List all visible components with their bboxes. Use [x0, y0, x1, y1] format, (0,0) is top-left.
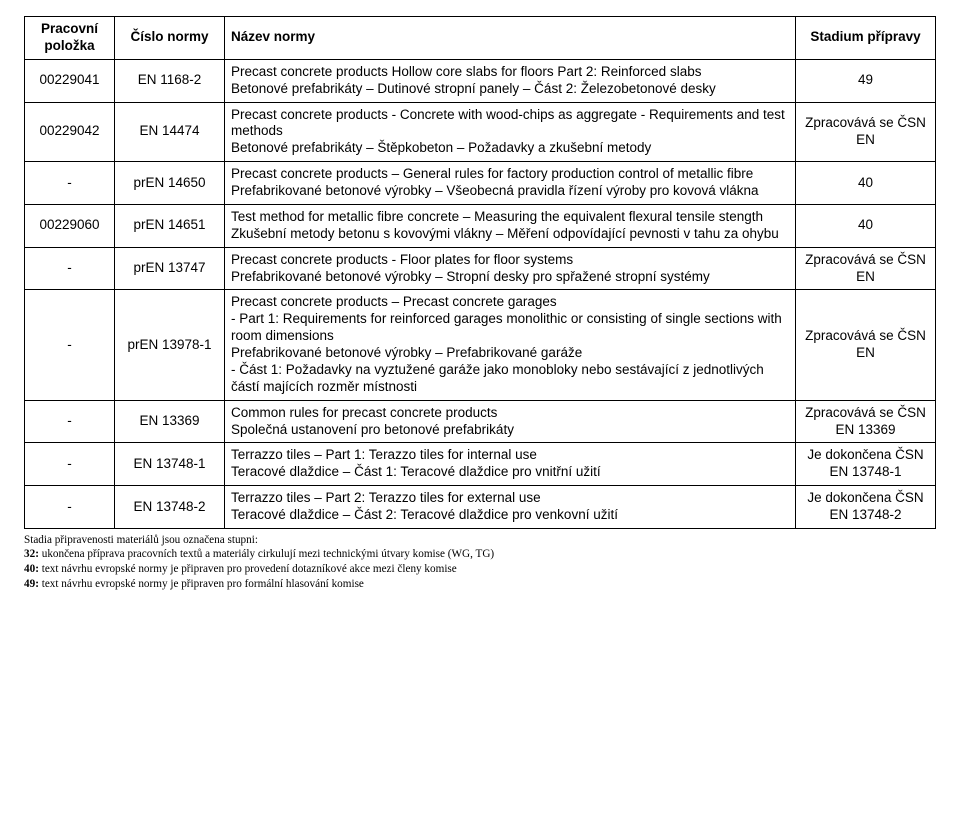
table-row: -prEN 14650Precast concrete products – G… [25, 162, 936, 205]
cell-work: 00229042 [25, 102, 115, 162]
cell-stage: 40 [796, 162, 936, 205]
cell-std: EN 13369 [115, 400, 225, 443]
footnote-lead: Stadia připravenosti materiálů jsou ozna… [24, 533, 936, 548]
cell-stage: Zpracovává se ČSN EN [796, 102, 936, 162]
cell-work: - [25, 290, 115, 400]
footnote-line-num: 32: [24, 548, 39, 560]
cell-work: - [25, 486, 115, 529]
cell-stage: 40 [796, 204, 936, 247]
footnote-line-text: text návrhu evropské normy je připraven … [39, 563, 457, 575]
col-header-work: Pracovní položka [25, 17, 115, 60]
cell-stage: Zpracovává se ČSN EN [796, 247, 936, 290]
cell-std: EN 13748-2 [115, 486, 225, 529]
cell-name: Terrazzo tiles – Part 2: Terazzo tiles f… [225, 486, 796, 529]
footnote-line-num: 40: [24, 563, 39, 575]
cell-name: Precast concrete products Hollow core sl… [225, 59, 796, 102]
cell-std: prEN 14651 [115, 204, 225, 247]
table-row: 00229042EN 14474Precast concrete product… [25, 102, 936, 162]
footnote-line: 49: text návrhu evropské normy je připra… [24, 577, 936, 592]
cell-name: Test method for metallic fibre concrete … [225, 204, 796, 247]
cell-std: EN 1168-2 [115, 59, 225, 102]
cell-std: EN 13748-1 [115, 443, 225, 486]
footnote-line-text: ukončena příprava pracovních textů a mat… [39, 548, 494, 560]
cell-std: prEN 13978-1 [115, 290, 225, 400]
col-header-stage: Stadium přípravy [796, 17, 936, 60]
cell-stage: 49 [796, 59, 936, 102]
cell-stage: Zpracovává se ČSN EN [796, 290, 936, 400]
cell-stage: Je dokončena ČSN EN 13748-2 [796, 486, 936, 529]
footnote-line: 40: text návrhu evropské normy je připra… [24, 562, 936, 577]
cell-name: Common rules for precast concrete produc… [225, 400, 796, 443]
cell-stage: Zpracovává se ČSN EN 13369 [796, 400, 936, 443]
table-row: -EN 13748-2Terrazzo tiles – Part 2: Tera… [25, 486, 936, 529]
col-header-std: Číslo normy [115, 17, 225, 60]
table-row: 00229060prEN 14651Test method for metall… [25, 204, 936, 247]
cell-std: EN 14474 [115, 102, 225, 162]
table-row: -prEN 13978-1Precast concrete products –… [25, 290, 936, 400]
cell-name: Precast concrete products - Concrete wit… [225, 102, 796, 162]
cell-work: - [25, 400, 115, 443]
footnote-line: 32: ukončena příprava pracovních textů a… [24, 547, 936, 562]
cell-work: - [25, 247, 115, 290]
table-row: 00229041EN 1168-2Precast concrete produc… [25, 59, 936, 102]
cell-name: Precast concrete products - Floor plates… [225, 247, 796, 290]
cell-work: 00229041 [25, 59, 115, 102]
cell-work: - [25, 162, 115, 205]
cell-work: 00229060 [25, 204, 115, 247]
cell-name: Terrazzo tiles – Part 1: Terazzo tiles f… [225, 443, 796, 486]
footnote-line-text: text návrhu evropské normy je připraven … [39, 578, 364, 590]
table-row: -prEN 13747Precast concrete products - F… [25, 247, 936, 290]
cell-name: Precast concrete products – General rule… [225, 162, 796, 205]
cell-stage: Je dokončena ČSN EN 13748-1 [796, 443, 936, 486]
footnote-block: Stadia připravenosti materiálů jsou ozna… [24, 533, 936, 591]
table-row: -EN 13369Common rules for precast concre… [25, 400, 936, 443]
standards-table: Pracovní položka Číslo normy Název normy… [24, 16, 936, 529]
cell-work: - [25, 443, 115, 486]
col-header-name: Název normy [225, 17, 796, 60]
footnote-line-num: 49: [24, 578, 39, 590]
cell-name: Precast concrete products – Precast conc… [225, 290, 796, 400]
table-row: -EN 13748-1Terrazzo tiles – Part 1: Tera… [25, 443, 936, 486]
table-header-row: Pracovní položka Číslo normy Název normy… [25, 17, 936, 60]
cell-std: prEN 13747 [115, 247, 225, 290]
cell-std: prEN 14650 [115, 162, 225, 205]
